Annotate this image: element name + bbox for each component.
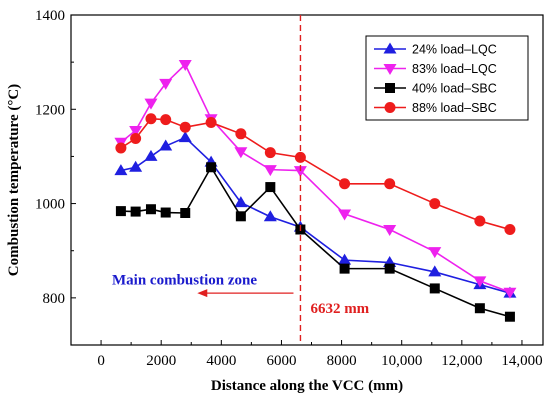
data-point bbox=[145, 113, 157, 125]
data-point bbox=[293, 166, 307, 178]
data-point bbox=[115, 206, 126, 217]
series-line-0 bbox=[120, 136, 511, 294]
data-point bbox=[160, 114, 172, 126]
data-point bbox=[504, 311, 515, 322]
data-point bbox=[130, 133, 142, 145]
legend-item-0: 24% load–LQC bbox=[374, 42, 497, 57]
series-3 bbox=[115, 113, 516, 235]
legend-item-1: 83% load–LQC bbox=[374, 62, 497, 76]
data-point bbox=[384, 263, 395, 274]
data-point bbox=[383, 225, 397, 236]
y-axis-title: Combustion temperature (°C) bbox=[6, 84, 22, 276]
data-point bbox=[263, 210, 277, 222]
data-point bbox=[234, 196, 248, 208]
data-point bbox=[144, 98, 158, 110]
data-point bbox=[130, 206, 141, 217]
data-point bbox=[264, 147, 276, 159]
legend-marker bbox=[383, 64, 397, 75]
legend-label: 24% load–LQC bbox=[412, 43, 497, 57]
data-point bbox=[265, 182, 276, 193]
data-point bbox=[206, 162, 217, 173]
zone-arrow-head bbox=[197, 289, 208, 298]
series-1 bbox=[114, 60, 517, 299]
data-point bbox=[338, 253, 352, 265]
data-point bbox=[160, 207, 171, 218]
data-point bbox=[473, 276, 487, 288]
data-point bbox=[235, 211, 246, 222]
data-point bbox=[339, 178, 351, 190]
data-point bbox=[144, 149, 158, 161]
legend-item-2: 40% load–SBC bbox=[374, 82, 497, 96]
legend-label: 88% load–SBC bbox=[412, 101, 497, 115]
data-point bbox=[338, 209, 352, 221]
x-tick-label: 10,000 bbox=[381, 353, 422, 369]
y-tick-label: 1000 bbox=[35, 197, 65, 213]
data-point bbox=[263, 165, 277, 177]
legend-item-3: 88% load–SBC bbox=[374, 101, 497, 115]
data-point bbox=[159, 139, 173, 151]
y-tick-label: 800 bbox=[43, 291, 66, 307]
legend-label: 83% load–LQC bbox=[412, 62, 497, 76]
data-point bbox=[234, 147, 248, 159]
data-point bbox=[428, 265, 442, 277]
data-point bbox=[205, 116, 217, 128]
zone-label: Main combustion zone bbox=[112, 273, 257, 289]
data-point bbox=[145, 204, 156, 215]
x-axis-title: Distance along the VCC (mm) bbox=[211, 378, 403, 394]
y-tick-label: 1400 bbox=[35, 8, 65, 24]
y-tick-label: 1200 bbox=[35, 102, 65, 118]
series-2 bbox=[115, 162, 515, 322]
legend-marker bbox=[384, 102, 396, 113]
x-tick-label: 2000 bbox=[146, 353, 176, 369]
position-label: 6632 mm bbox=[310, 301, 369, 317]
data-point bbox=[178, 60, 192, 71]
data-point bbox=[180, 208, 191, 218]
data-point bbox=[129, 160, 143, 172]
data-point bbox=[503, 287, 517, 299]
x-tick-label: 8000 bbox=[327, 353, 357, 369]
legend-label: 40% load–SBC bbox=[412, 82, 497, 96]
data-point bbox=[179, 121, 191, 133]
x-tick-label: 12,000 bbox=[441, 353, 482, 369]
legend-marker bbox=[383, 42, 397, 54]
x-tick-label: 6000 bbox=[266, 353, 296, 369]
data-point bbox=[129, 126, 143, 137]
data-point bbox=[474, 303, 485, 314]
data-point bbox=[429, 198, 441, 210]
series-line-2 bbox=[120, 165, 511, 318]
data-point bbox=[384, 178, 396, 190]
data-point bbox=[159, 78, 173, 90]
data-point bbox=[428, 247, 442, 259]
x-tick-label: 14,000 bbox=[501, 353, 542, 369]
data-point bbox=[114, 164, 128, 176]
plot-frame bbox=[70, 14, 544, 346]
data-point bbox=[474, 215, 486, 227]
data-point bbox=[178, 131, 192, 143]
x-tick-label: 4000 bbox=[206, 353, 236, 369]
data-point bbox=[429, 283, 440, 294]
data-point bbox=[115, 142, 127, 154]
legend-marker bbox=[385, 83, 395, 93]
data-point bbox=[235, 128, 247, 140]
data-point bbox=[504, 224, 516, 235]
x-tick-label: 0 bbox=[97, 353, 105, 369]
data-point bbox=[339, 263, 350, 274]
